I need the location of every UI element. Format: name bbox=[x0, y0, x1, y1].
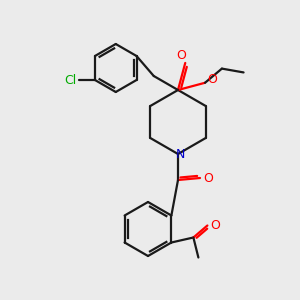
Text: O: O bbox=[210, 219, 220, 232]
Text: N: N bbox=[175, 148, 185, 160]
Text: O: O bbox=[207, 73, 217, 86]
Text: O: O bbox=[176, 50, 186, 62]
Text: O: O bbox=[203, 172, 213, 184]
Text: Cl: Cl bbox=[64, 74, 76, 86]
